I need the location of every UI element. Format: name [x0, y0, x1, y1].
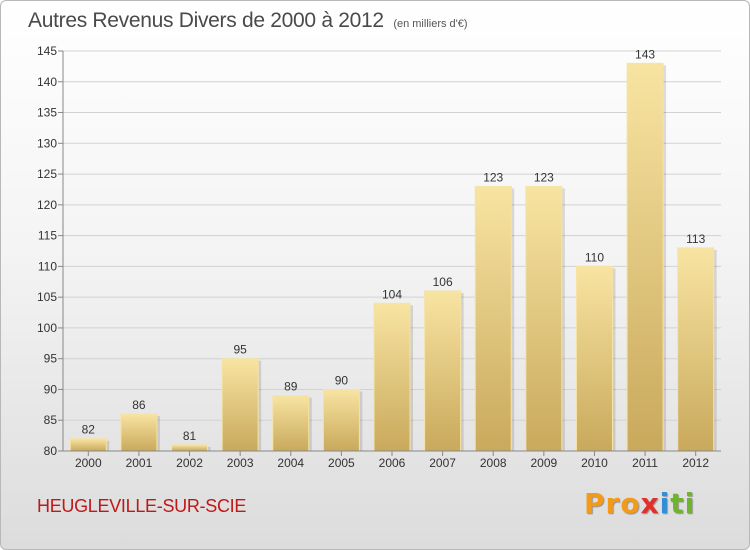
y-tick-label-90: 90 [44, 382, 58, 396]
bar-2007 [424, 290, 462, 452]
y-tick-label-105: 105 [37, 290, 57, 304]
data-label-2008: 123 [483, 170, 503, 184]
x-tick-label-2011: 2011 [632, 456, 658, 470]
data-label-2002: 81 [183, 429, 197, 443]
bar-2004 [272, 395, 310, 452]
y-tick-label-130: 130 [37, 136, 57, 150]
data-label-2007: 106 [433, 275, 453, 289]
y-tick-label-135: 135 [37, 106, 57, 120]
y-tick-label-100: 100 [37, 321, 57, 335]
data-label-2000: 82 [82, 423, 96, 437]
x-tick-label-2010: 2010 [581, 456, 608, 470]
bar-2005 [322, 388, 360, 452]
data-label-2003: 95 [233, 343, 247, 357]
bar-2001 [120, 413, 158, 452]
bar-2006 [373, 302, 411, 452]
chart-subtitle: (en milliers d'€) [393, 18, 468, 30]
y-tick-label-115: 115 [38, 229, 57, 243]
x-tick-label-2005: 2005 [328, 456, 355, 470]
x-tick-label-2009: 2009 [530, 456, 557, 470]
x-tick-label-2006: 2006 [379, 456, 406, 470]
chart-title-text: Autres Revenus Divers de 2000 à 2012 [28, 9, 384, 32]
y-tick-label-110: 110 [38, 259, 57, 273]
x-tick-label-2002: 2002 [176, 456, 203, 470]
bar-2010 [575, 265, 613, 452]
data-label-2001: 86 [132, 398, 146, 412]
data-label-2005: 90 [335, 373, 349, 387]
proxiti-logo: Proxiti [584, 487, 696, 520]
x-tick-label-2000: 2000 [75, 456, 102, 470]
data-label-2011: 143 [635, 47, 655, 61]
y-tick-label-140: 140 [37, 75, 57, 89]
y-tick-label-145: 145 [37, 44, 57, 58]
chart-title: Autres Revenus Divers de 2000 à 2012 (en… [28, 9, 468, 33]
x-tick-label-2008: 2008 [480, 456, 507, 470]
x-tick-label-2001: 2001 [126, 456, 153, 470]
bar-2012 [677, 247, 715, 452]
x-tick-label-2003: 2003 [227, 456, 254, 470]
bar-2009 [525, 185, 563, 452]
data-label-2004: 89 [284, 380, 298, 394]
location-name: HEUGLEVILLE-SUR-SCIE [37, 496, 247, 516]
x-tick-label-2012: 2012 [682, 456, 709, 470]
bar-2000 [69, 438, 107, 452]
y-tick-label-85: 85 [44, 413, 58, 427]
data-label-2010: 110 [585, 250, 604, 264]
data-label-2012: 113 [686, 232, 705, 246]
y-tick-label-95: 95 [44, 352, 58, 366]
y-tick-label-80: 80 [44, 444, 58, 458]
x-tick-label-2007: 2007 [429, 456, 456, 470]
data-label-2009: 123 [534, 170, 554, 184]
bar-2011 [626, 62, 664, 452]
data-label-2006: 104 [382, 287, 402, 301]
y-tick-label-125: 125 [37, 167, 57, 181]
x-tick-label-2004: 2004 [277, 456, 304, 470]
bar-2008 [474, 185, 512, 452]
bar-2003 [221, 358, 259, 452]
y-tick-label-120: 120 [37, 198, 57, 212]
bar-2002 [171, 444, 209, 452]
